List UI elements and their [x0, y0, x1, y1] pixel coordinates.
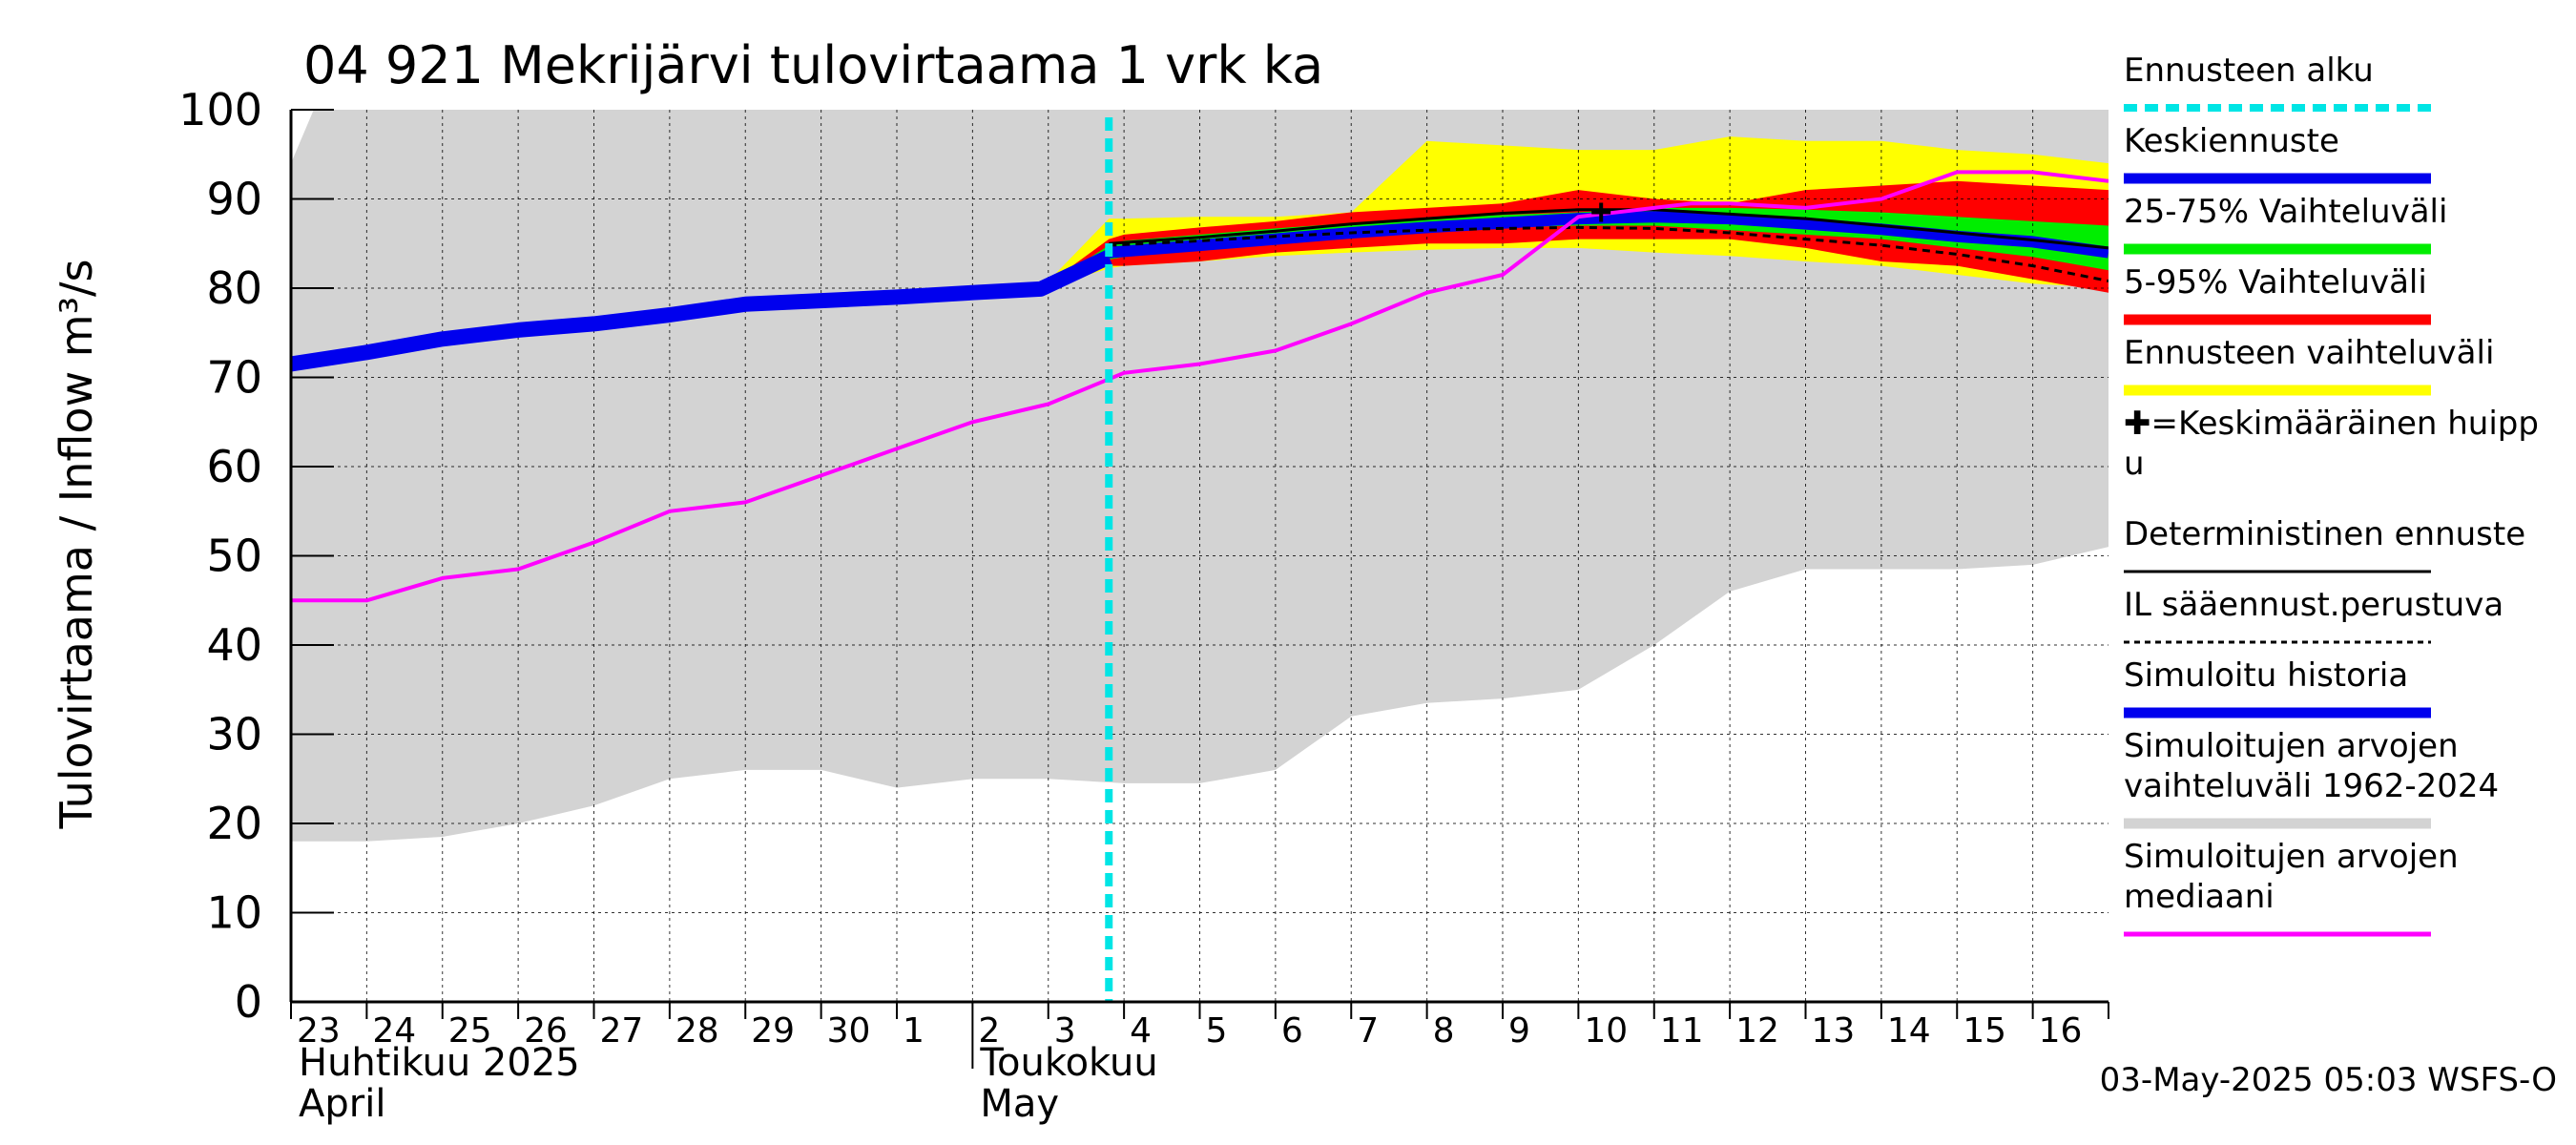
- x-tick-label: 2: [978, 1011, 1000, 1051]
- legend-label: ✚=Keskimääräinen huipp: [2124, 405, 2539, 443]
- x-tick-label: 5: [1206, 1011, 1228, 1051]
- legend: Ennusteen alku Keskiennuste 25-75% Vaihtel…: [2124, 52, 2539, 937]
- mean-peak-marker: [1591, 202, 1611, 222]
- plot-area: 0 10 20 30 40 50 60 70 80 90 100 Tulovirtaama / Inf…: [51, 84, 2109, 1126]
- series-simuloitujen-arvojen-mediaani: [291, 170, 2109, 603]
- x-tick-label: 4: [1130, 1011, 1152, 1051]
- x-tick-label: 28: [675, 1011, 719, 1051]
- legend-label: Simuloitu historia: [2124, 656, 2408, 695]
- legend-label: Simuloitujen arvojen: [2124, 838, 2459, 876]
- x-tick-label: 24: [372, 1011, 416, 1051]
- y-tick-label: 30: [206, 709, 262, 760]
- x-tick-label: 1: [903, 1011, 924, 1051]
- x-tick-label: 9: [1508, 1011, 1530, 1051]
- x-tick-label: 25: [448, 1011, 492, 1051]
- x-tick-label: 26: [524, 1011, 568, 1051]
- series-deterministinen-ennuste: [1109, 208, 2109, 250]
- series-simuloitu-historia: [291, 250, 1112, 372]
- y-tick-label: 90: [206, 174, 262, 225]
- y-tick-label: 80: [206, 262, 262, 314]
- legend-label: IL sääennust.perustuva: [2124, 586, 2503, 624]
- legend-label: Deterministinen ennuste: [2124, 515, 2525, 553]
- x-tick-label: 3: [1054, 1011, 1076, 1051]
- x-tick-label: 7: [1357, 1011, 1379, 1051]
- y-tick-label: 50: [206, 531, 262, 582]
- chart-title: 04 921 Mekrijärvi tulovirtaama 1 vrk ka: [303, 35, 1323, 95]
- x-tick-label: 6: [1281, 1011, 1303, 1051]
- x-tick-label: 16: [2039, 1011, 2083, 1051]
- y-tick-label: 10: [206, 887, 262, 939]
- x-tick-label: 29: [751, 1011, 795, 1051]
- series-il-s-ennust-perustuva: [1109, 225, 2109, 282]
- x-tick-label: 12: [1735, 1011, 1779, 1051]
- legend-label: Ennusteen alku: [2124, 52, 2374, 90]
- x-tick-label: 10: [1584, 1011, 1628, 1051]
- x-tick-label: 14: [1887, 1011, 1931, 1051]
- month-label-fi: Huhtikuu 2025: [299, 1041, 580, 1085]
- x-tick-label: 27: [600, 1011, 644, 1051]
- x-tick-label: 23: [297, 1011, 341, 1051]
- legend-label: Simuloitujen arvojen: [2124, 727, 2459, 765]
- x-tick-label: 11: [1660, 1011, 1704, 1051]
- legend-label: 25-75% Vaihteluväli: [2124, 193, 2447, 231]
- month-label-en: May: [980, 1082, 1059, 1126]
- legend-label: Keskiennuste: [2124, 122, 2339, 160]
- month-label-fi: Toukokuu: [979, 1041, 1157, 1085]
- month-label-en: April: [299, 1082, 385, 1126]
- plot-clip-group: [291, 110, 2109, 1002]
- y-tick-label: 40: [206, 619, 262, 671]
- x-tick-label: 8: [1433, 1011, 1455, 1051]
- y-tick-label: 70: [206, 352, 262, 404]
- x-tick-label: 13: [1812, 1011, 1856, 1051]
- legend-label: vaihteluväli 1962-2024: [2124, 767, 2499, 805]
- series-keskiennuste: [1108, 211, 2109, 259]
- y-axis-label: Tulovirtaama / Inflow m³/s: [51, 259, 102, 829]
- legend-label: mediaani: [2124, 878, 2275, 916]
- p5-95-band: [1040, 180, 2109, 293]
- y-tick-label: 60: [206, 441, 262, 492]
- legend-label: 5-95% Vaihteluväli: [2124, 263, 2427, 302]
- legend-label: Ennusteen vaihteluväli: [2124, 334, 2494, 372]
- x-tick-label: 15: [1963, 1011, 2006, 1051]
- y-tick-label: 20: [206, 798, 262, 849]
- y-tick-label: 100: [178, 84, 262, 135]
- legend-label: u: [2124, 445, 2145, 483]
- y-tick-label: 0: [235, 976, 262, 1028]
- timestamp: 03-May-2025 05:03 WSFS-O: [2100, 1061, 2557, 1099]
- x-tick-label: 30: [827, 1011, 871, 1051]
